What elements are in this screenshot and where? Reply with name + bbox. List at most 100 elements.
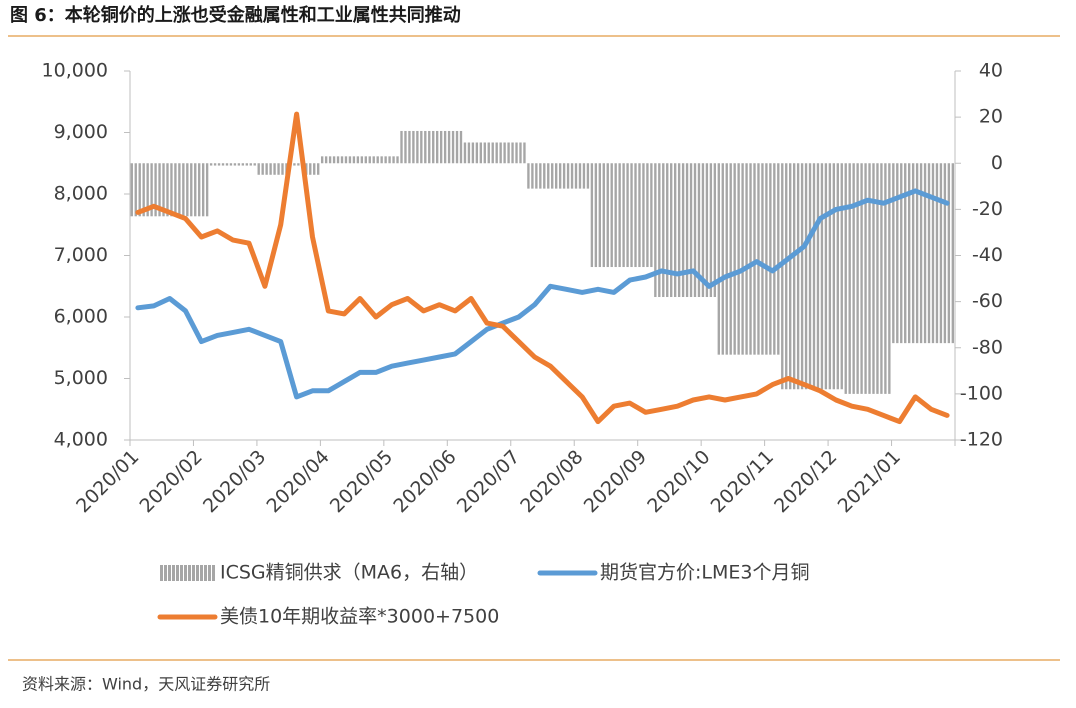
bar [927,163,931,344]
bar [737,163,740,355]
legend-swatch [176,565,179,581]
bar [344,156,348,164]
bar [408,130,411,164]
bar [832,163,836,390]
bar [610,163,613,268]
bar [900,163,903,344]
bar [487,142,490,164]
y2-tick-label: 0 [991,152,1003,174]
bar [594,163,598,268]
bar [432,130,435,164]
bar [221,163,225,166]
bar [138,163,141,217]
y-tick-label: 9,000 [54,121,108,143]
x-tick-label: 2020/10 [643,446,714,517]
bar [614,163,617,268]
x-tick-label: 2020/01 [72,446,143,517]
bar [713,163,717,298]
bar [642,163,645,268]
bar [455,130,459,164]
bar [681,163,685,298]
bar [638,163,641,268]
bar [178,163,181,217]
bar [424,130,427,164]
legend-swatch [208,565,211,581]
bar [574,163,578,189]
bar [836,163,839,390]
x-tick-label: 2020/05 [326,446,397,517]
bar [412,130,415,164]
bar [892,163,895,344]
bar [467,142,471,164]
bar [225,163,229,166]
bar [935,163,939,344]
bar [277,163,280,175]
bar [840,163,843,390]
bar [773,163,776,355]
bar [943,163,947,344]
bar [812,163,816,390]
bar [348,156,352,164]
bar [194,163,197,217]
bar [205,163,209,217]
bar [951,163,954,344]
legend-swatch [172,565,175,581]
bar [201,163,205,217]
bar [416,130,419,164]
legend-swatch [168,565,171,581]
legend-swatch [180,565,183,581]
x-tick-label: 2021/01 [834,446,905,517]
bar [602,163,605,268]
bar [198,163,201,217]
bar [209,163,213,166]
bar [515,142,518,164]
y-tick-label: 10,000 [42,60,108,82]
bar [174,163,177,217]
bar [880,163,883,394]
legend-label: 期货官方价:LME3个月铜 [600,562,809,584]
bar [154,163,157,217]
y2-tick-label: -40 [972,244,1003,266]
y2-tick-label: -120 [960,429,1003,451]
bar [523,142,526,164]
bar [884,163,887,394]
bar [142,163,145,217]
legend-swatch [196,565,199,581]
x-tick-label: 2020/07 [453,446,524,517]
bar [420,130,423,164]
bar [491,142,494,164]
bar [677,163,681,298]
bar [400,130,403,164]
bar [261,163,264,175]
bar [622,163,625,268]
bar [856,163,859,394]
bar [324,156,328,164]
bar [662,163,665,298]
bar [495,142,498,164]
bar [507,142,510,164]
bar [475,142,479,164]
bar [396,156,399,164]
bar [336,156,340,164]
bar [170,163,173,217]
bar [503,142,506,164]
bar [162,163,165,217]
bar [904,163,907,344]
bar [543,163,546,189]
bar [531,163,534,189]
bar [590,163,594,268]
bar [757,163,760,355]
bar [253,163,256,166]
bar [519,142,522,164]
y2-tick-label: 20 [979,106,1003,128]
bar [717,163,720,355]
bar [650,163,653,268]
bar [860,163,863,394]
bar [765,163,768,355]
bar [130,163,133,217]
bar [824,163,828,390]
bar [217,163,221,166]
bar [384,156,387,164]
bar [828,163,832,390]
